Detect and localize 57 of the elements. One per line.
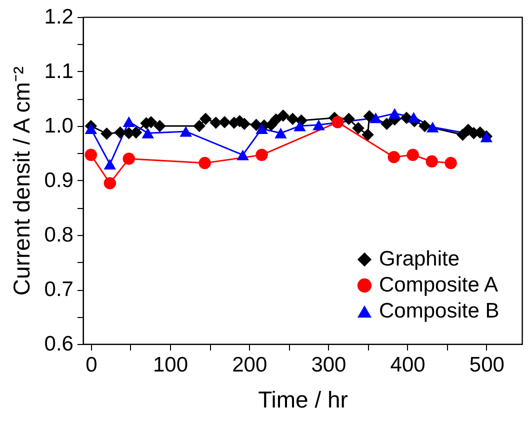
- y-tick-label: 0.9: [44, 169, 74, 192]
- point: [193, 120, 206, 132]
- point: [180, 126, 192, 137]
- point: [388, 150, 400, 164]
- point: [408, 112, 420, 123]
- point: [198, 156, 211, 170]
- y-tick-label: 1.0: [44, 114, 74, 138]
- x-tick-label: 200: [232, 354, 268, 376]
- point: [418, 120, 431, 132]
- point: [380, 118, 393, 130]
- point: [352, 122, 364, 134]
- point: [199, 112, 212, 126]
- point: [286, 112, 299, 126]
- point: [84, 123, 98, 134]
- point: [104, 177, 116, 190]
- point: [332, 116, 344, 128]
- y-tick-label: 1.1: [44, 60, 74, 83]
- x-tick-label: 100: [152, 354, 188, 376]
- point: [388, 108, 401, 119]
- point: [256, 123, 268, 134]
- point: [342, 112, 355, 126]
- legend-label: Composite B: [379, 300, 500, 322]
- point: [276, 110, 290, 122]
- y-axis-title: Current densit / A cm⁻²: [8, 66, 34, 296]
- point: [122, 116, 135, 127]
- point: [84, 148, 98, 161]
- point: [122, 152, 135, 165]
- point: [236, 150, 249, 160]
- y-tick-label: 1.2: [44, 6, 74, 28]
- x-tick-label: 0: [86, 354, 98, 376]
- y-tick-label: 0.7: [44, 278, 74, 301]
- point: [142, 128, 154, 138]
- point: [444, 156, 457, 170]
- point: [312, 120, 325, 130]
- point: [210, 116, 222, 129]
- x-tick-label: 500: [469, 354, 504, 376]
- point: [218, 116, 231, 128]
- point: [294, 120, 306, 132]
- legend-label: Composite A: [379, 274, 498, 296]
- point: [274, 128, 287, 138]
- legend-label: Graphite: [379, 248, 460, 270]
- x-tick-label: 300: [311, 354, 346, 376]
- point: [370, 112, 382, 124]
- point: [154, 120, 166, 132]
- point: [270, 113, 282, 126]
- point: [104, 158, 116, 170]
- point: [406, 148, 419, 161]
- x-axis-title: Time / hr: [258, 386, 348, 412]
- point: [256, 148, 268, 161]
- y-tick-label: 0.8: [44, 224, 74, 246]
- y-tick-label: 0.6: [44, 332, 74, 356]
- x-tick-label: 400: [390, 354, 426, 376]
- point: [363, 110, 376, 122]
- point: [426, 122, 439, 132]
- point: [100, 128, 113, 140]
- point: [426, 155, 438, 168]
- point: [362, 128, 374, 141]
